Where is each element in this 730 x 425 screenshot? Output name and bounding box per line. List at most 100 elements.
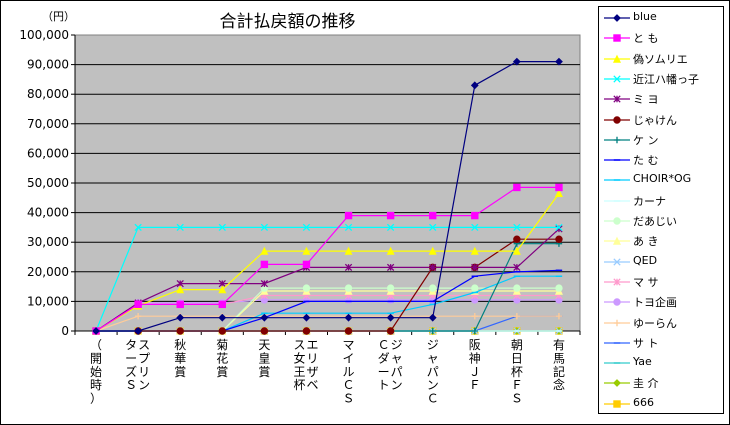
data-point (429, 284, 437, 292)
data-point (176, 300, 184, 309)
legend-swatch (604, 115, 630, 124)
x-tick-label: 阪神ＪＦ (469, 338, 481, 392)
legend-label: QED (633, 253, 658, 267)
data-point (260, 246, 269, 255)
data-point (512, 246, 521, 255)
data-point (386, 211, 395, 220)
legend-swatch-marker (613, 34, 621, 42)
x-tick-label: マイルＣＳ (343, 338, 355, 406)
legend-swatch (604, 236, 630, 245)
data-point (471, 313, 478, 320)
legend-item: ケ ン (599, 130, 723, 148)
legend-label: blue (633, 10, 657, 23)
legend-label: Yae (633, 355, 652, 369)
series-line (95, 186, 559, 332)
legend-label: 近江ハ幡っ子 (633, 72, 699, 86)
data-point (428, 246, 437, 255)
y-tick-label: 40,000 (27, 206, 69, 220)
y-tick-label: 100,000 (19, 28, 69, 42)
legend-swatch-marker (613, 136, 621, 143)
x-tick-label: エリザベス女王杯 (293, 338, 318, 392)
data-point (386, 327, 395, 335)
legend-item: Yae (599, 353, 723, 371)
legend-label: サ ト (633, 336, 659, 350)
data-point (555, 313, 563, 320)
data-point (218, 313, 227, 322)
data-point (260, 313, 269, 322)
data-point (513, 313, 521, 320)
x-tick-label: 天皇賞 (258, 338, 270, 379)
data-point (344, 284, 353, 292)
series-line (96, 60, 559, 332)
legend-swatch (604, 319, 630, 326)
data-point (386, 284, 395, 292)
data-point (218, 327, 226, 335)
legend-label: だあじい (633, 215, 677, 228)
legend-swatch (604, 95, 630, 103)
legend-item: 666 (599, 394, 723, 412)
data-point (513, 284, 521, 292)
data-point (428, 313, 437, 322)
legend-swatch (604, 199, 630, 202)
series-0 (92, 57, 563, 335)
data-point (302, 327, 311, 335)
legend-item: トヨ企画 (599, 292, 723, 310)
series-line (95, 228, 560, 332)
legend-swatch (604, 217, 630, 225)
data-point (555, 284, 563, 292)
x-tick-label: ジャパンＣダート (378, 338, 403, 392)
legend-item: だあじい (599, 211, 723, 229)
data-point (386, 246, 395, 255)
data-point (429, 263, 437, 272)
legend-label: カーナ (633, 194, 666, 208)
data-point (176, 223, 184, 232)
legend-swatch (604, 54, 630, 63)
legend: blue と も偽ソムリエ 近江ハ幡っ子ミ ヨじゃけんケ ンた む CHOIR*OG カ… (598, 6, 724, 414)
legend-swatch (604, 159, 630, 161)
data-point (555, 223, 563, 232)
legend-item: 近江ハ幡っ子 (599, 69, 723, 87)
legend-swatch-marker (612, 54, 622, 63)
data-point (555, 57, 563, 66)
legend-swatch (604, 34, 630, 42)
legend-label: ケ ン (633, 133, 659, 147)
data-point (302, 313, 311, 322)
data-point (344, 313, 353, 322)
y-tick-label: 10,000 (27, 294, 69, 308)
legend-label: ミ ヨ (633, 93, 659, 107)
x-tick-label: 朝日杯ＦＳ (511, 338, 523, 406)
series-line (95, 193, 560, 332)
data-point (512, 57, 521, 66)
legend-item: マ サ (599, 272, 723, 290)
y-tick-label: 30,000 (27, 235, 69, 249)
data-point (302, 223, 311, 232)
data-point (513, 223, 521, 232)
data-point (134, 300, 142, 309)
data-point (218, 285, 227, 294)
data-point (513, 263, 521, 272)
legend-swatch-marker (613, 278, 621, 286)
data-point (471, 284, 479, 292)
legend-swatch-marker (613, 298, 621, 306)
chart-title: 合計払戻額の推移 (220, 12, 356, 32)
legend-swatch-marker (613, 257, 621, 266)
data-point (555, 235, 563, 243)
data-point (386, 313, 395, 322)
data-point (344, 211, 353, 220)
x-tick-label: スプリンターズＳ (125, 338, 150, 392)
x-tick-label: （開始時） (90, 338, 102, 406)
legend-swatch (604, 257, 630, 266)
data-point (218, 300, 226, 309)
legend-item: CHOIR*OG (599, 170, 723, 188)
legend-item: た む (599, 150, 723, 168)
x-tick-label: 菊花賞 (216, 338, 228, 379)
legend-label: と も (633, 32, 659, 46)
data-point (471, 223, 479, 232)
data-point (260, 260, 269, 269)
data-point (470, 81, 479, 90)
data-point (134, 223, 142, 232)
legend-item: 偽ソムリエ (599, 49, 723, 67)
legend-label: た む (633, 154, 659, 168)
legend-item: ミ ヨ (599, 89, 723, 107)
legend-swatch-marker (613, 379, 621, 388)
